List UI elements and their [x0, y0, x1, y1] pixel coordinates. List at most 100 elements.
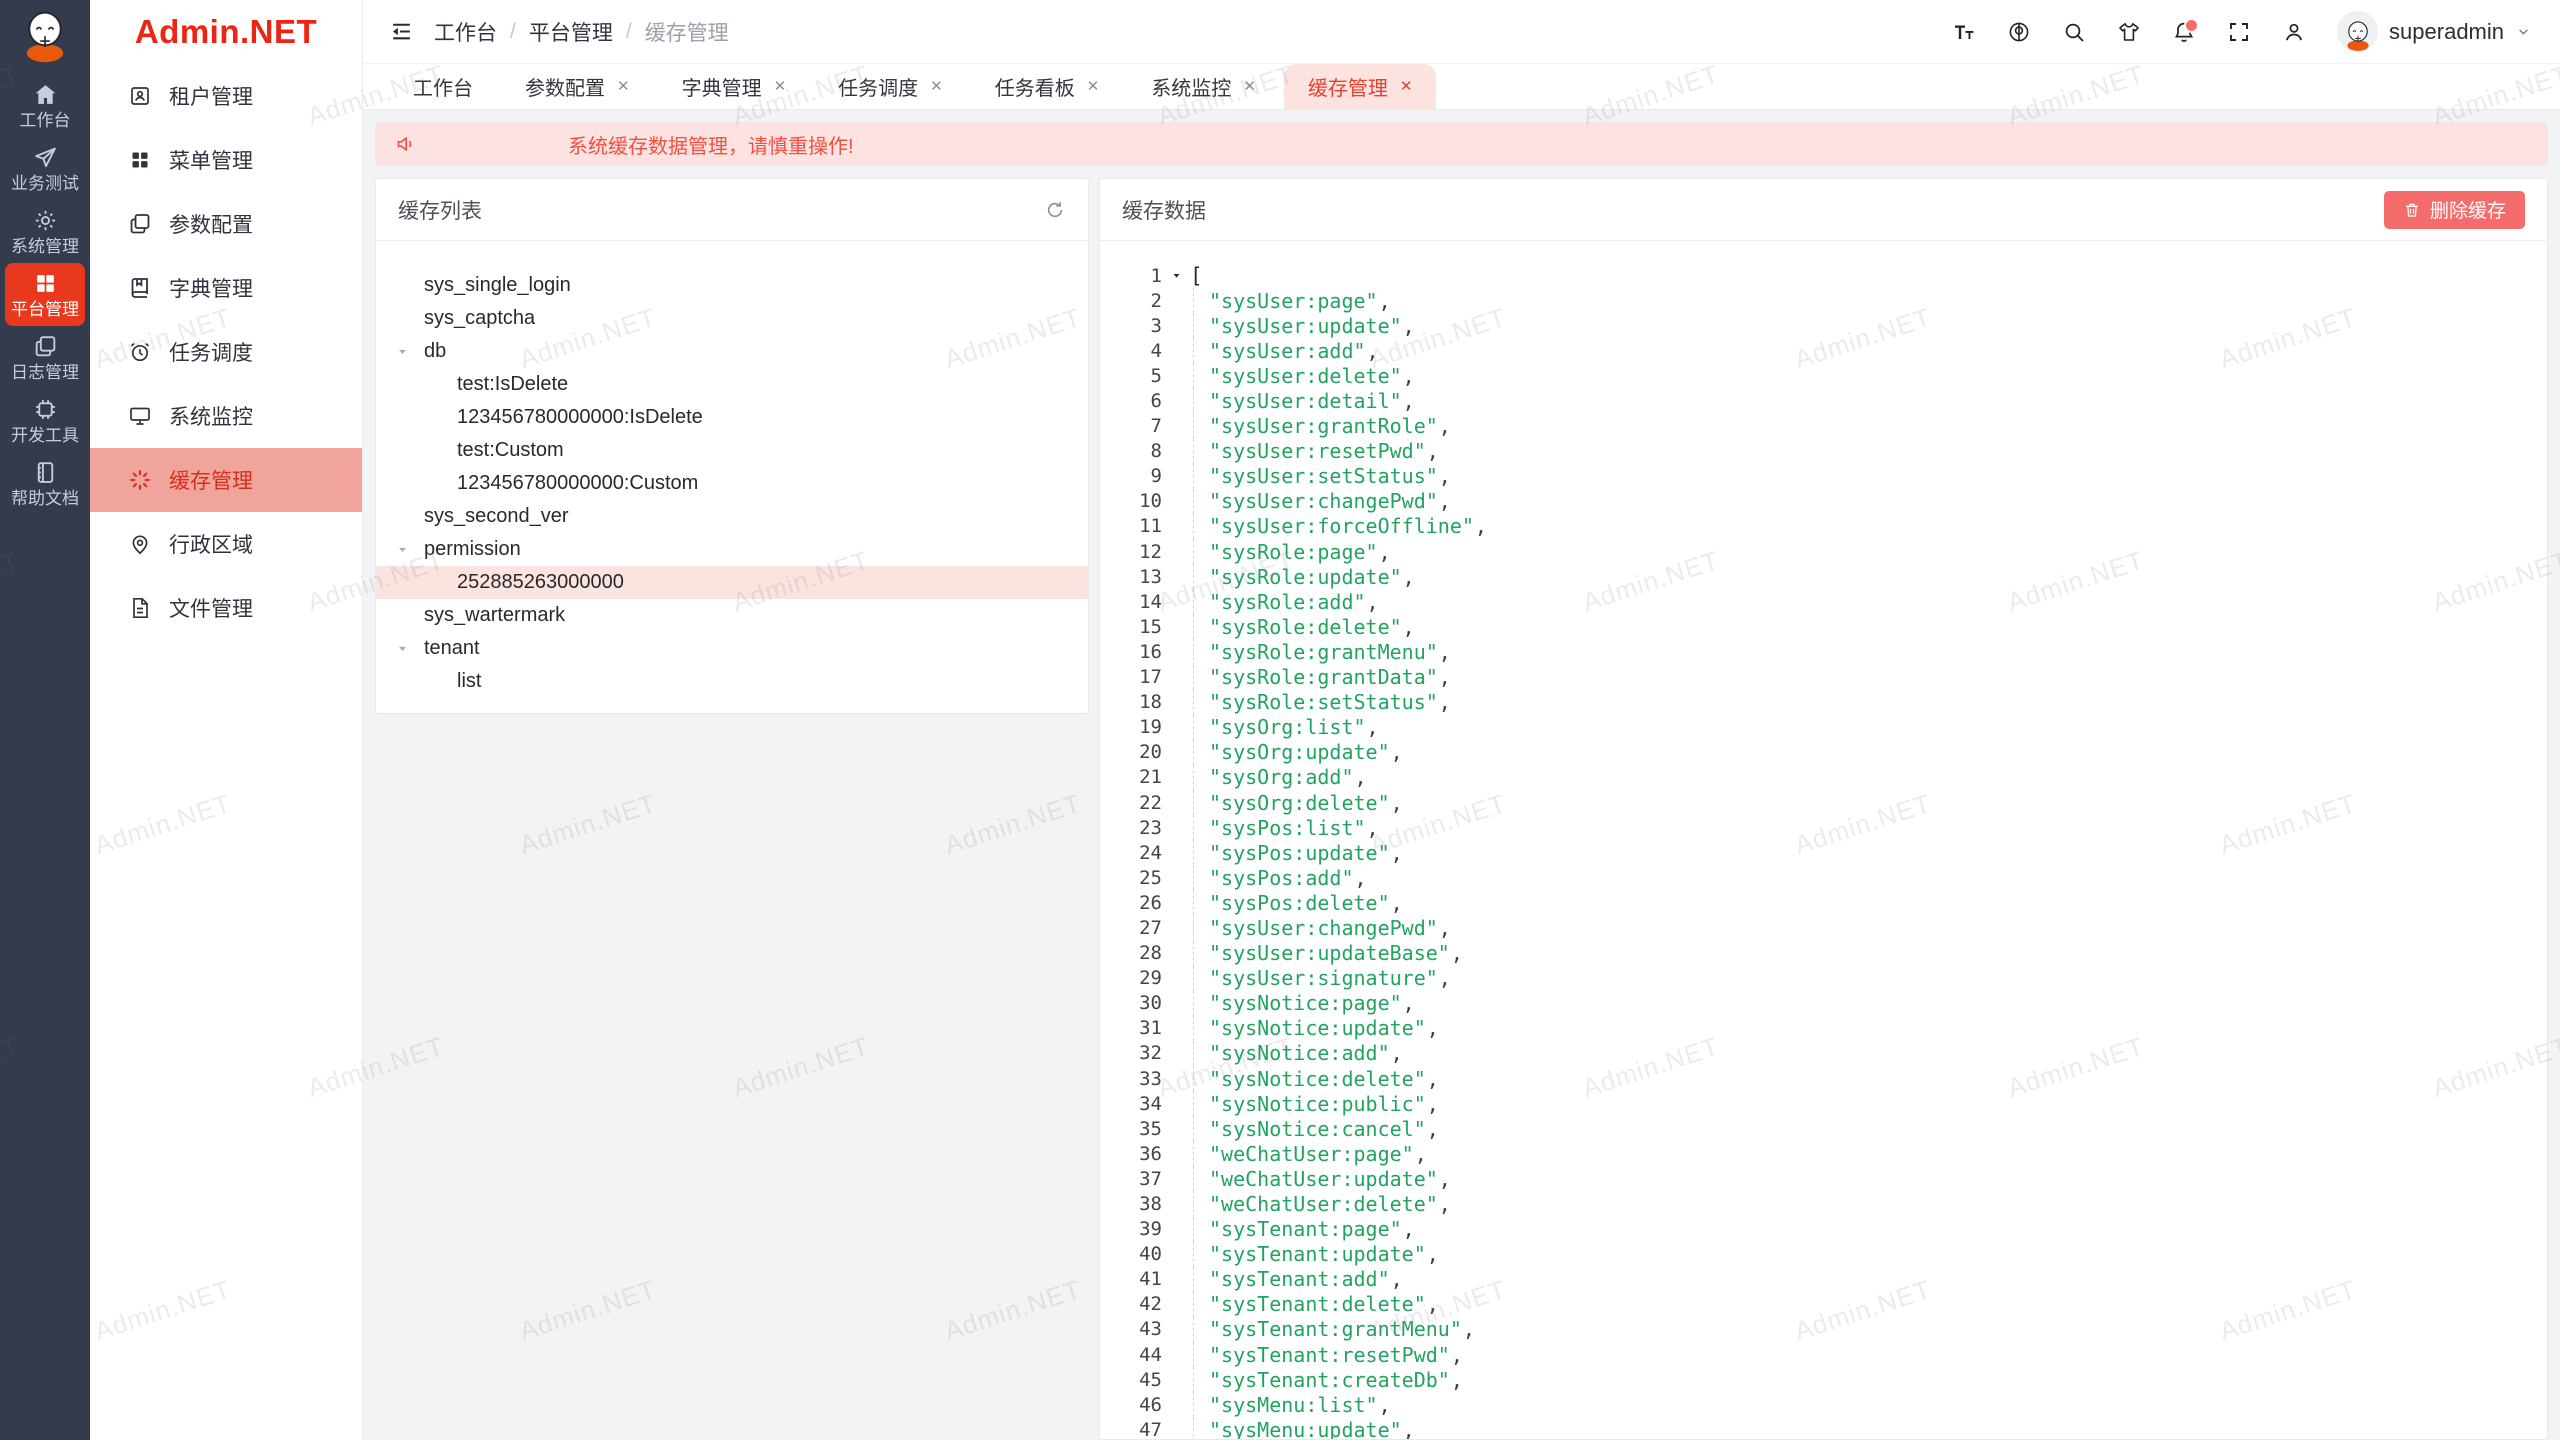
line-number: 21	[1139, 766, 1162, 789]
code-string: "sysUser:changePwd"	[1209, 489, 1438, 514]
code-comma: ,	[1378, 1392, 1391, 1417]
close-icon[interactable]: ✕	[617, 78, 630, 95]
primary-nav-item[interactable]: 工作台	[5, 74, 85, 137]
tab-label: 缓存管理	[1307, 78, 1388, 100]
tree-node[interactable]: tenant	[376, 632, 1088, 665]
tree-node[interactable]: sys_second_ver	[376, 500, 1088, 533]
tab[interactable]: 参数配置 ✕	[501, 64, 654, 109]
main-area: 工作台 / 平台管理 / 缓存管理 superadmin 工作台 参数配置 ✕ 字典管理 ✕ 任务…	[363, 0, 2560, 1440]
primary-nav-item[interactable]: 开发工具	[5, 389, 85, 452]
caret-down-icon[interactable]	[390, 542, 414, 557]
menu-grid-icon	[128, 148, 152, 172]
profile-button[interactable]	[2282, 20, 2306, 44]
close-icon[interactable]: ✕	[930, 78, 943, 95]
tree-node[interactable]: 123456780000000:Custom	[376, 467, 1088, 500]
primary-nav-item[interactable]: 系统管理	[5, 200, 85, 263]
line-number: 34	[1139, 1092, 1162, 1115]
user-name: superadmin	[2389, 18, 2504, 44]
code-string: "sysNotice:cancel"	[1209, 1116, 1426, 1141]
tab[interactable]: 任务调度 ✕	[814, 64, 967, 109]
close-icon[interactable]: ✕	[1243, 78, 1256, 95]
theme-button[interactable]	[2117, 20, 2141, 44]
language-button[interactable]	[2007, 20, 2031, 44]
app-logo-text: Admin.NET	[134, 13, 318, 50]
code-string: "sysRole:add"	[1209, 589, 1366, 614]
primary-nav-item[interactable]: 平台管理	[5, 263, 85, 326]
trash-icon	[2403, 201, 2421, 219]
fullscreen-icon	[2227, 20, 2251, 44]
code-comma: ,	[1390, 890, 1403, 915]
tree-node[interactable]: 252885263000000	[376, 566, 1088, 599]
fullscreen-button[interactable]	[2227, 20, 2251, 44]
code-line: 29 "sysUser:signature",	[1100, 965, 2547, 991]
tree-node[interactable]: sys_captcha	[376, 302, 1088, 335]
secondary-nav-item[interactable]: 系统监控	[90, 384, 362, 448]
breadcrumb-item[interactable]: 工作台	[434, 21, 497, 45]
tab[interactable]: 缓存管理 ✕	[1283, 64, 1437, 109]
delete-cache-button[interactable]: 删除缓存	[2383, 190, 2525, 229]
code-string: "sysRole:page"	[1209, 539, 1378, 564]
tab-label: 任务调度	[838, 78, 919, 100]
tree-node[interactable]: sys_single_login	[376, 269, 1088, 302]
code-comma: ,	[1402, 991, 1415, 1016]
tree-node-label: tenant	[424, 637, 480, 659]
code-string: "sysTenant:update"	[1209, 1242, 1426, 1267]
secondary-nav-item[interactable]: 行政区域	[90, 512, 362, 576]
breadcrumb-item[interactable]: 平台管理	[528, 21, 613, 45]
secondary-nav-item[interactable]: 文件管理	[90, 576, 362, 640]
code-line: 15 "sysRole:delete",	[1100, 614, 2547, 640]
tree-node[interactable]: test:IsDelete	[376, 368, 1088, 401]
code-line: 45 "sysTenant:createDb",	[1100, 1367, 2547, 1393]
primary-nav-item[interactable]: 日志管理	[5, 326, 85, 389]
code-line: 44 "sysTenant:resetPwd",	[1100, 1342, 2547, 1368]
tree-node-label: 252885263000000	[457, 571, 624, 593]
tab[interactable]: 工作台	[389, 64, 497, 109]
secondary-nav-item[interactable]: 缓存管理	[90, 448, 362, 512]
tab[interactable]: 任务看板 ✕	[971, 64, 1124, 109]
secondary-nav-item[interactable]: 参数配置	[90, 192, 362, 256]
caret-down-icon[interactable]	[1162, 269, 1190, 282]
line-number: 42	[1139, 1293, 1162, 1316]
close-icon[interactable]: ✕	[773, 78, 787, 95]
code-comma: ,	[1366, 589, 1379, 614]
tree-node[interactable]: sys_wartermark	[376, 599, 1088, 632]
code-line: 19 "sysOrg:list",	[1100, 714, 2547, 740]
line-number: 31	[1139, 1017, 1162, 1040]
secondary-nav-item[interactable]: 字典管理	[90, 256, 362, 320]
primary-nav-item[interactable]: 业务测试	[5, 137, 85, 200]
user-menu[interactable]: superadmin	[2337, 11, 2532, 52]
code-line: 10 "sysUser:changePwd",	[1100, 488, 2547, 514]
close-icon[interactable]: ✕	[1399, 78, 1413, 95]
app-logo-icon[interactable]	[16, 6, 74, 64]
close-icon[interactable]: ✕	[1086, 78, 1100, 95]
code-comma: ,	[1390, 840, 1403, 865]
code-line: 31 "sysNotice:update",	[1100, 1015, 2547, 1041]
tree-node[interactable]: 123456780000000:IsDelete	[376, 401, 1088, 434]
code-comma: ,	[1402, 564, 1415, 589]
caret-down-icon[interactable]	[390, 344, 414, 359]
tab[interactable]: 字典管理 ✕	[658, 64, 811, 109]
secondary-sidebar: Admin.NET 租户管理菜单管理参数配置 字典管理 任务调度 系统监控 缓存管理 行政…	[90, 0, 363, 1440]
search-button[interactable]	[2062, 20, 2086, 44]
code-string: "sysTenant:add"	[1209, 1267, 1390, 1292]
tree-node[interactable]: test:Custom	[376, 434, 1088, 467]
primary-nav-item[interactable]: 帮助文档	[5, 452, 85, 515]
secondary-nav-item[interactable]: 租户管理	[90, 64, 362, 128]
caret-down-icon[interactable]	[390, 641, 414, 656]
code-string: "sysPos:add"	[1209, 865, 1354, 890]
code-line: 39 "sysTenant:page",	[1100, 1216, 2547, 1242]
secondary-nav-item[interactable]: 任务调度	[90, 320, 362, 384]
nav-label: 菜单管理	[169, 150, 253, 173]
tree-node[interactable]: permission	[376, 533, 1088, 566]
tree-node[interactable]: db	[376, 335, 1088, 368]
refresh-icon[interactable]	[1044, 199, 1066, 221]
menu-fold-icon[interactable]	[389, 19, 414, 44]
tree-node[interactable]: list	[376, 665, 1088, 698]
font-size-button[interactable]	[1952, 20, 1976, 44]
code-string: "sysUser:updateBase"	[1209, 941, 1450, 966]
tree-node-label: 123456780000000:IsDelete	[457, 406, 703, 428]
secondary-nav-item[interactable]: 菜单管理	[90, 128, 362, 192]
notification-button[interactable]	[2172, 17, 2200, 44]
tab[interactable]: 系统监控 ✕	[1127, 64, 1280, 109]
code-comma: ,	[1438, 665, 1451, 690]
